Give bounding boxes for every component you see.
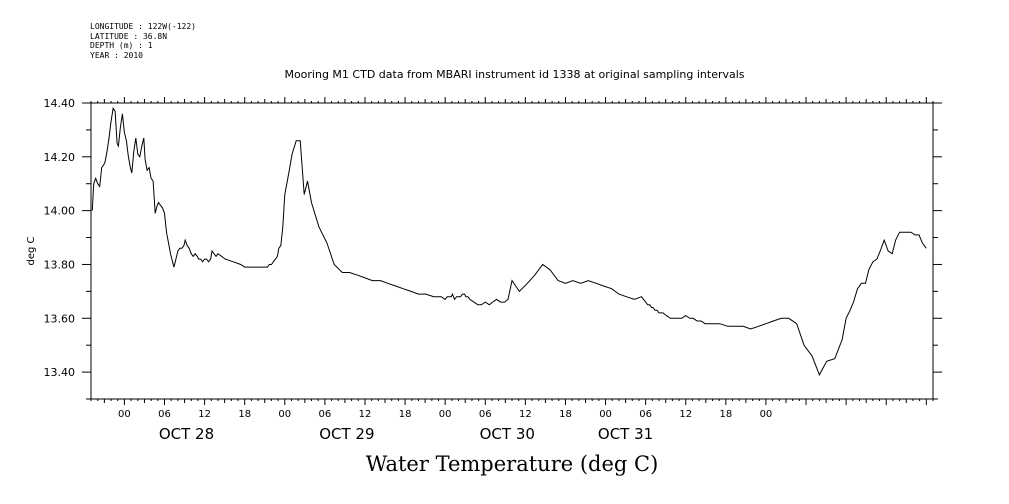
x-tick-label: 00 [760, 409, 773, 420]
date-label: OCT 31 [598, 425, 653, 443]
x-tick-label: 12 [198, 409, 211, 420]
x-tick-label: 06 [158, 409, 171, 420]
y-tick-label: 13.80 [44, 258, 76, 271]
x-tick-label: 18 [719, 409, 732, 420]
x-tick-label: 12 [679, 409, 692, 420]
x-tick-label: 00 [278, 409, 291, 420]
x-tick-label: 00 [118, 409, 131, 420]
y-axis-label: deg C [26, 236, 37, 265]
year-label: YEAR : 2010 [90, 50, 143, 60]
longitude-label: LONGITUDE : 122W(-122) [90, 22, 196, 31]
date-label: OCT 30 [480, 425, 535, 443]
latitude-label: LATITUDE : 36.8N [90, 31, 168, 41]
date-label: OCT 28 [159, 425, 214, 443]
metadata-block: LONGITUDE : 122W(-122) LATITUDE : 36.8N … [90, 22, 196, 60]
x-tick-label: 06 [479, 409, 492, 420]
x-tick-label: 12 [359, 409, 372, 420]
x-tick-label: 18 [238, 409, 251, 420]
depth-label: DEPTH (m) : 1 [90, 41, 153, 50]
y-tick-label: 13.60 [44, 312, 76, 325]
x-tick-label: 00 [599, 409, 612, 420]
plot-frame [90, 102, 934, 400]
x-tick-label: 12 [519, 409, 532, 420]
y-tick-label: 14.40 [44, 97, 76, 110]
x-axis-label: Water Temperature (deg C) [365, 452, 659, 476]
x-tick-label: 18 [559, 409, 572, 420]
date-label: OCT 29 [319, 425, 374, 443]
y-tick-label: 14.20 [44, 151, 76, 164]
x-tick-label: 06 [639, 409, 652, 420]
x-tick-label: 06 [319, 409, 332, 420]
x-tick-label: 00 [439, 409, 452, 420]
y-tick-label: 14.00 [44, 205, 76, 218]
y-tick-label: 13.40 [44, 366, 76, 379]
chart-title: Mooring M1 CTD data from MBARI instrumen… [284, 68, 745, 81]
x-tick-label: 18 [399, 409, 412, 420]
water-temperature-line [91, 107, 927, 376]
